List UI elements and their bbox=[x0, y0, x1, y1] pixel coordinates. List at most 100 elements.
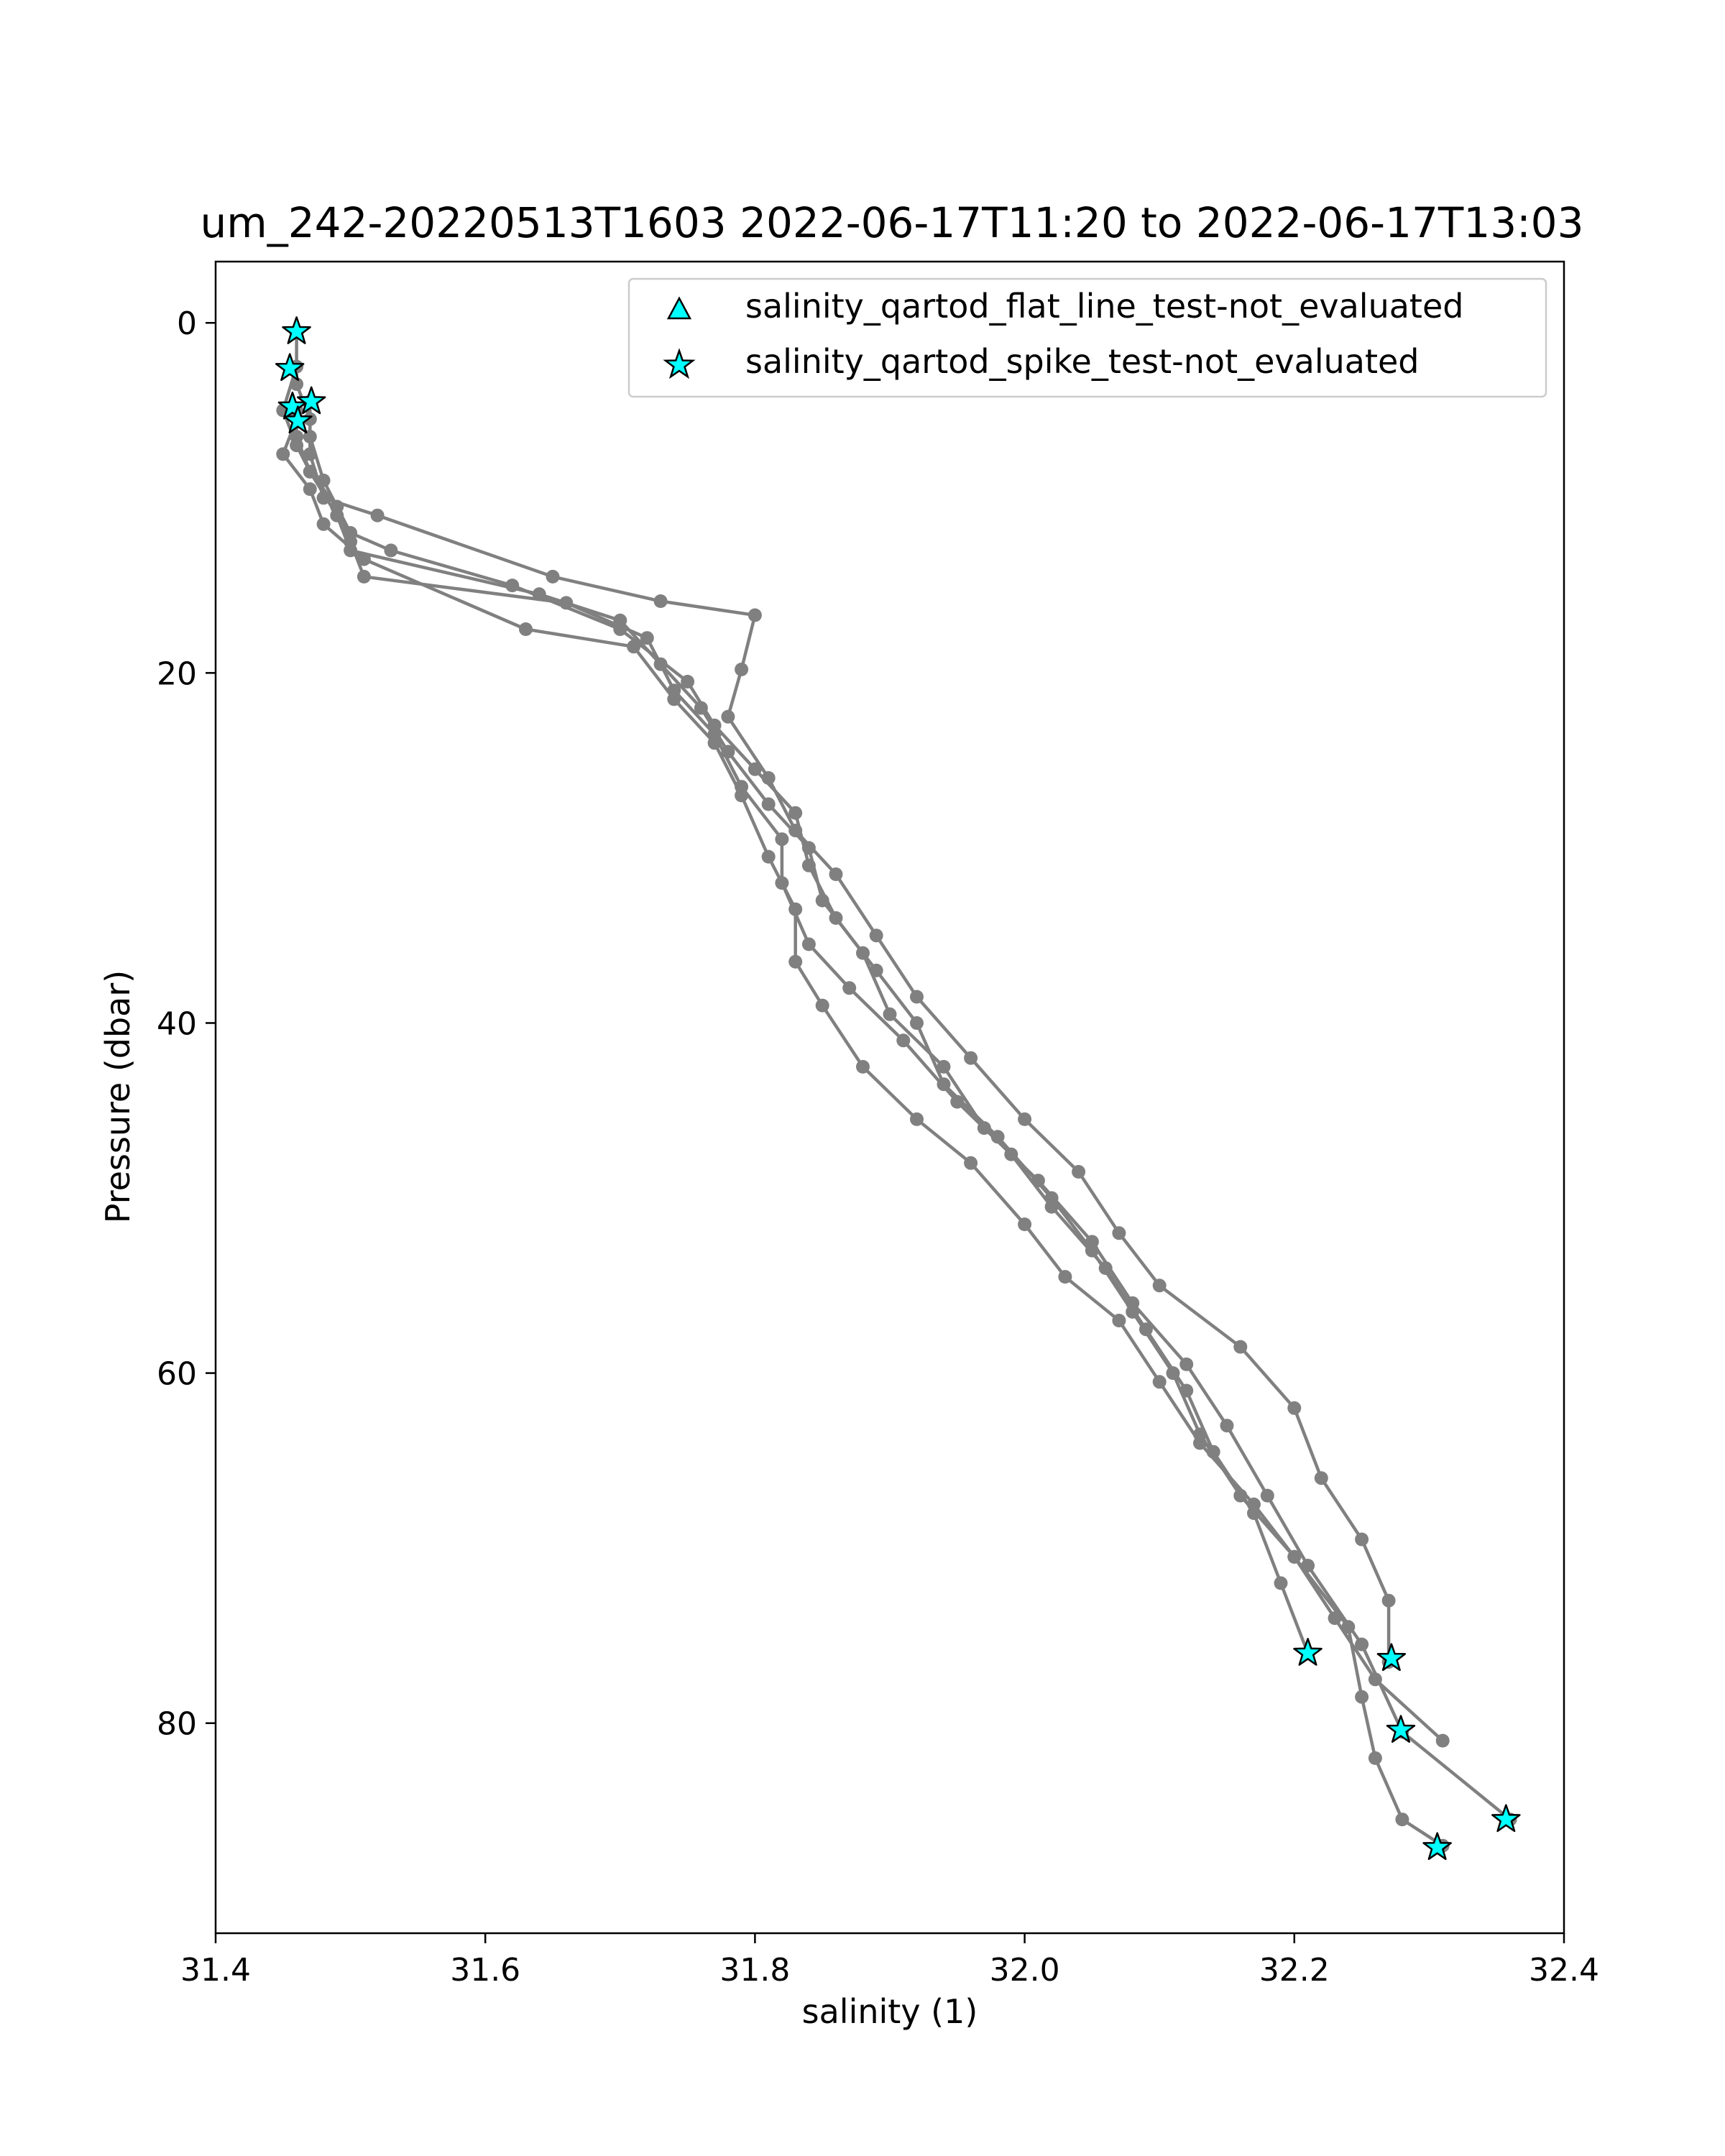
x-tick-label: 32.0 bbox=[990, 1952, 1060, 1989]
y-axis-label: Pressure (dbar) bbox=[98, 970, 137, 1223]
data-point bbox=[1260, 1488, 1274, 1503]
data-point bbox=[546, 569, 560, 584]
data-point bbox=[856, 1059, 870, 1074]
data-point bbox=[1031, 1174, 1045, 1188]
data-point bbox=[519, 622, 533, 636]
data-point bbox=[788, 902, 803, 916]
legend-label-flat-line: salinity_qartod_flat_line_test-not_evalu… bbox=[745, 287, 1463, 326]
flag-markers bbox=[275, 316, 1521, 1861]
data-point bbox=[1193, 1436, 1207, 1450]
spike-flag-star-icon bbox=[1293, 1638, 1322, 1666]
data-point bbox=[721, 745, 735, 759]
data-point bbox=[1355, 1637, 1369, 1651]
data-point bbox=[681, 675, 695, 688]
data-point bbox=[532, 587, 546, 602]
data-point bbox=[1287, 1401, 1302, 1415]
data-point bbox=[694, 701, 708, 715]
spike-flag-star-icon bbox=[282, 316, 311, 344]
data-point bbox=[1072, 1165, 1086, 1179]
data-point bbox=[788, 824, 803, 838]
data-point bbox=[910, 1016, 924, 1030]
data-point bbox=[384, 543, 398, 558]
data-point bbox=[1287, 1549, 1302, 1564]
data-point bbox=[977, 1121, 991, 1135]
data-point bbox=[990, 1130, 1005, 1144]
data-point bbox=[964, 1156, 978, 1170]
data-point bbox=[356, 569, 371, 584]
data-point bbox=[290, 430, 304, 444]
data-point bbox=[1044, 1199, 1059, 1214]
profile-line-3 bbox=[308, 401, 1444, 1742]
spike-flag-star-icon bbox=[1376, 1643, 1407, 1672]
spike-flag-star-icon bbox=[277, 391, 308, 420]
data-point bbox=[370, 508, 385, 522]
data-point bbox=[1368, 1672, 1382, 1687]
spike-flag-star-icon bbox=[1386, 1715, 1416, 1743]
data-point bbox=[937, 1059, 951, 1074]
x-tick-label: 31.8 bbox=[719, 1952, 790, 1989]
spike-flag-star-icon bbox=[1422, 1832, 1452, 1861]
plot-area: 31.4 31.6 31.8 32.0 32.2 32.4 0 20 40 60 80 bbox=[157, 260, 1599, 1989]
data-point bbox=[775, 876, 789, 890]
data-point bbox=[1355, 1690, 1369, 1704]
legend-box bbox=[627, 277, 1547, 398]
x-tick-label: 32.4 bbox=[1529, 1952, 1599, 1989]
data-point bbox=[788, 806, 803, 820]
data-point bbox=[1435, 1733, 1450, 1748]
data-point bbox=[829, 911, 843, 925]
data-point bbox=[330, 499, 344, 514]
y-axis: 0 20 40 60 80 bbox=[157, 305, 216, 1743]
y-tick-label: 0 bbox=[177, 305, 197, 342]
data-point bbox=[761, 771, 776, 785]
data-point bbox=[869, 929, 883, 943]
data-point bbox=[1381, 1593, 1396, 1608]
data-point bbox=[964, 1051, 978, 1065]
profile-line-5 bbox=[281, 418, 1444, 1848]
data-point bbox=[290, 377, 304, 391]
data-point bbox=[869, 963, 883, 977]
data-point bbox=[815, 893, 829, 908]
data-point bbox=[950, 1095, 965, 1109]
data-point bbox=[1018, 1112, 1032, 1126]
y-tick-label: 80 bbox=[157, 1706, 197, 1743]
data-point bbox=[316, 517, 331, 531]
data-point bbox=[1206, 1445, 1220, 1459]
data-point bbox=[910, 1112, 924, 1126]
data-point bbox=[707, 736, 722, 750]
data-point bbox=[1395, 1812, 1409, 1827]
y-tick-label: 40 bbox=[157, 1005, 197, 1042]
x-axis-label: salinity (1) bbox=[802, 1992, 978, 2031]
data-point bbox=[1179, 1357, 1194, 1371]
data-point bbox=[653, 594, 668, 608]
data-point bbox=[303, 482, 317, 497]
y-tick-label: 60 bbox=[157, 1356, 197, 1393]
data-point bbox=[1301, 1559, 1315, 1572]
data-point bbox=[1085, 1243, 1099, 1258]
data-point bbox=[505, 579, 520, 593]
profile-lines bbox=[281, 331, 1512, 1848]
data-point bbox=[559, 596, 574, 610]
chart-title: um_242-20220513T1603 2022-06-17T11:20 to… bbox=[201, 198, 1584, 247]
spike-flag-star-icon bbox=[283, 405, 313, 434]
data-point bbox=[1314, 1471, 1328, 1485]
data-point bbox=[1098, 1261, 1113, 1275]
data-point bbox=[856, 946, 870, 960]
x-tick-label: 31.4 bbox=[180, 1952, 251, 1989]
data-point bbox=[1355, 1532, 1369, 1547]
data-point bbox=[613, 622, 627, 636]
data-point bbox=[653, 657, 668, 671]
data-point bbox=[788, 954, 803, 969]
data-point bbox=[748, 762, 762, 776]
data-point bbox=[1220, 1419, 1234, 1433]
star-icon bbox=[663, 348, 696, 379]
data-point bbox=[1179, 1383, 1194, 1398]
data-point bbox=[748, 608, 762, 622]
data-point bbox=[761, 849, 776, 864]
data-point bbox=[801, 841, 816, 855]
data-point bbox=[1112, 1314, 1126, 1327]
data-point bbox=[1247, 1497, 1261, 1511]
data-point bbox=[640, 631, 654, 645]
data-point bbox=[815, 998, 829, 1013]
data-point bbox=[1152, 1279, 1167, 1293]
